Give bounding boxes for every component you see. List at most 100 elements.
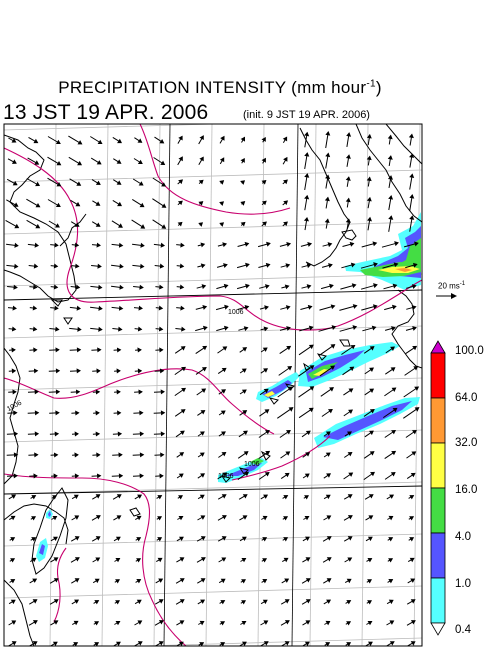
wind-arrowhead xyxy=(74,222,80,227)
wind-arrowhead xyxy=(307,304,313,310)
wind-arrowhead xyxy=(330,365,336,371)
wind-arrowhead xyxy=(137,159,143,164)
wind-arrowhead xyxy=(74,452,79,458)
wind-arrowhead xyxy=(345,218,351,223)
wind-arrowhead xyxy=(220,621,226,626)
wind-arrowhead xyxy=(306,284,312,290)
wind-arrowhead xyxy=(240,221,246,227)
wind-arrowhead xyxy=(138,181,144,186)
wind-arrowhead xyxy=(283,221,288,227)
wind-arrowhead xyxy=(263,388,269,394)
wind-arrowhead xyxy=(159,284,164,290)
wind-arrowhead xyxy=(32,578,38,583)
wind-arrowhead xyxy=(326,515,332,520)
wind-arrowhead xyxy=(368,494,374,499)
wind-arrowhead xyxy=(12,389,17,395)
wind-arrowhead xyxy=(414,386,420,391)
wind-arrowhead xyxy=(180,430,185,436)
wind-arrowhead xyxy=(224,325,229,331)
wind-arrowhead xyxy=(368,641,373,646)
wind-arrowhead xyxy=(284,599,290,604)
wind-arrowhead xyxy=(10,599,16,605)
wind-arrowhead xyxy=(33,138,39,144)
wind-arrowhead xyxy=(31,495,37,500)
wind-arrowhead xyxy=(240,136,245,142)
wind-arrowhead xyxy=(266,241,271,247)
wind-arrowhead xyxy=(348,388,354,393)
wind-arrowhead xyxy=(223,283,229,289)
wind-arrowhead xyxy=(283,516,289,521)
wind-arrowhead xyxy=(75,263,80,269)
wind-arrowhead xyxy=(242,347,248,352)
wind-arrowhead xyxy=(221,431,226,436)
wind-arrowhead xyxy=(324,218,330,224)
wind-arrowhead xyxy=(11,620,17,625)
wind-arrowhead xyxy=(74,578,80,583)
wind-arrowhead xyxy=(264,305,269,311)
wind-arrowhead xyxy=(263,641,269,646)
wind-arrowhead xyxy=(200,599,206,604)
wind-arrowhead xyxy=(158,578,164,583)
wind-arrowhead xyxy=(159,263,165,269)
wind-arrowhead xyxy=(326,557,332,562)
wind-arrowhead xyxy=(179,599,185,604)
init-time: (init. 9 JST 19 APR. 2006) xyxy=(243,109,370,121)
wind-arrowhead xyxy=(158,305,164,311)
wind-arrowhead xyxy=(265,262,271,268)
wind-arrowhead xyxy=(199,156,204,162)
wind-arrowhead xyxy=(75,201,81,207)
wind-arrowhead xyxy=(412,345,418,351)
wind-arrowhead xyxy=(221,536,227,541)
wind-arrowhead xyxy=(371,325,377,331)
wind-arrowhead xyxy=(94,642,100,646)
wind-arrowhead xyxy=(75,284,81,290)
wind-arrowhead xyxy=(413,366,419,371)
wind-arrowhead xyxy=(305,599,311,604)
wind-arrowhead xyxy=(115,536,121,542)
wind-arrowhead xyxy=(53,578,59,583)
wind-arrowhead xyxy=(55,389,61,395)
wind-arrowhead xyxy=(11,326,17,332)
wind-arrowhead xyxy=(179,620,185,625)
colorbar-label: 64.0 xyxy=(455,392,478,404)
wind-arrowhead xyxy=(35,202,41,208)
wind-arrowhead xyxy=(177,221,183,227)
wind-arrowhead xyxy=(347,494,353,499)
wind-arrowhead xyxy=(305,620,311,625)
wind-arrowhead xyxy=(410,472,416,478)
wind-arrowhead xyxy=(262,558,268,563)
wind-arrowhead xyxy=(178,135,183,141)
wind-arrowhead xyxy=(241,536,247,542)
wind-arrowhead xyxy=(286,345,292,351)
isobar-label: 1006 xyxy=(228,309,244,316)
wind-arrowhead xyxy=(10,558,16,563)
wind-arrowhead xyxy=(349,241,355,247)
wind-arrowhead xyxy=(140,263,145,269)
wind-arrowhead xyxy=(392,283,398,289)
wind-arrowhead xyxy=(160,160,166,166)
wind-arrowhead xyxy=(391,387,397,393)
wind-arrowhead xyxy=(222,472,228,477)
wind-arrowhead xyxy=(347,515,353,520)
wind-arrowhead xyxy=(136,515,142,521)
wind-arrowhead xyxy=(13,452,19,458)
wind-arrowhead xyxy=(76,305,82,311)
wind-arrowhead xyxy=(95,410,100,416)
wind-arrowhead xyxy=(116,515,122,520)
wind-arrowhead xyxy=(285,305,291,310)
map-frame xyxy=(3,123,423,647)
wind-arrowhead xyxy=(331,325,337,330)
wind-arrowhead xyxy=(94,600,100,605)
wind-arrowhead xyxy=(73,620,79,626)
wind-arrowhead xyxy=(411,429,417,435)
wind-arrowhead xyxy=(304,131,310,137)
wind-arrowhead xyxy=(388,599,394,605)
wind-arrowhead xyxy=(200,263,206,269)
wind-arrowhead xyxy=(369,430,374,436)
wind-arrowhead xyxy=(77,140,83,145)
wind-arrowhead xyxy=(309,365,315,370)
wind-arrowhead xyxy=(117,138,123,144)
wind-arrowhead xyxy=(304,495,310,500)
wind-arrowhead xyxy=(346,600,352,605)
wind-arrowhead xyxy=(200,557,206,562)
